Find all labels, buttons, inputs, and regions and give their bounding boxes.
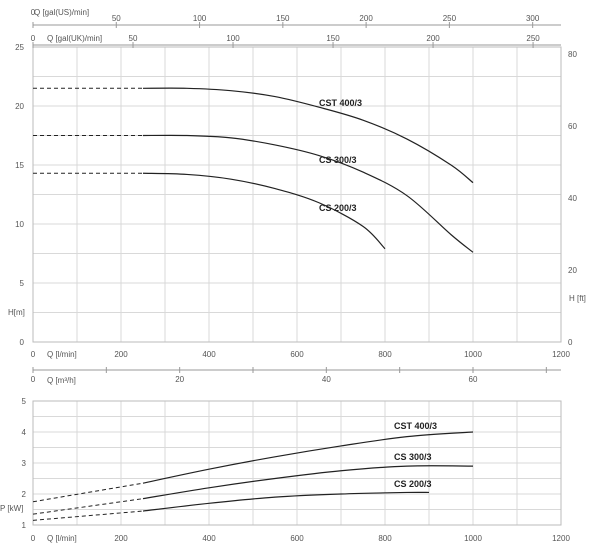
power-y-tick-label: 4 (22, 428, 27, 437)
head-cst-400-3-line (142, 87, 474, 184)
us-gal-tick-label: 150 (276, 14, 290, 23)
uk-gal-tick-label: 150 (326, 34, 340, 43)
head-y2-tick-label: 80 (568, 50, 577, 59)
head-y-tick-label: 20 (15, 102, 24, 111)
power-x-tick-label: 0 (31, 534, 36, 543)
m3h-tick-label: 20 (175, 375, 184, 384)
head-x-tick-label: 800 (378, 350, 392, 359)
uk-gal-tick-label: 0 (31, 34, 36, 43)
power-cs-300-3-line (142, 465, 474, 500)
head-y2-tick-label: 40 (568, 194, 577, 203)
power-y-tick-label: 1 (22, 521, 27, 530)
power-cs-200-3-dashed-extension (32, 510, 144, 521)
head-y-tick-label: 25 (15, 43, 24, 52)
power-cst-400-3-line (142, 431, 474, 484)
head-cs-300-3-line (142, 134, 474, 253)
head-y-tick-label: 5 (20, 279, 25, 288)
power-x-tick-label: 400 (202, 534, 216, 543)
us-gal-tick-label: 200 (359, 14, 373, 23)
power-label-cs-200-3: CS 200/3 (394, 479, 432, 489)
m3h-tick-label: 40 (322, 375, 331, 384)
uk-gal-tick-label: 200 (426, 34, 440, 43)
head-y-left-axis-label: H[m] (8, 308, 25, 317)
head-x-tick-label: 600 (290, 350, 304, 359)
head-flow-us-axis-label: Q [gal(US)/min] (34, 8, 89, 17)
power-flow-lmin-axis-label: Q [l/min] (47, 534, 77, 543)
power-x-tick-label: 800 (378, 534, 392, 543)
power-curve-plot: 0 20 40 60 1 2 3 4 5 200 400 600 800 1000 1200 0 CST 400… (22, 367, 570, 543)
head-y2-tick-label: 20 (568, 266, 577, 275)
head-x-tick-label: 1200 (552, 350, 570, 359)
power-cst-400-3-dashed-extension (32, 482, 144, 503)
power-x-tick-label: 200 (114, 534, 128, 543)
m3h-tick-label: 60 (469, 375, 478, 384)
power-label-cs-300-3: CS 300/3 (394, 452, 432, 462)
power-x-tick-label: 1000 (464, 534, 482, 543)
us-gal-tick-label: 100 (193, 14, 207, 23)
head-cs-200-3-line (142, 172, 386, 250)
power-flow-m3h-axis-label: Q [m³/h] (47, 376, 76, 385)
power-y-tick-label: 2 (22, 490, 27, 499)
head-y-tick-label: 15 (15, 161, 24, 170)
power-cs-300-3-dashed-extension (32, 498, 144, 515)
us-gal-tick-label: 300 (526, 14, 540, 23)
power-plot-frame (32, 400, 562, 526)
power-y-left-axis-label: P [kW] (0, 504, 23, 513)
head-flow-uk-axis-label: Q [gal(UK)/min] (47, 34, 102, 43)
power-y-tick-label: 5 (22, 397, 27, 406)
head-y2-tick-label: 60 (568, 122, 577, 131)
head-label-cs-200-3: CS 200/3 (319, 203, 357, 213)
us-gal-tick-label: 50 (112, 14, 121, 23)
head-y-right-axis-label: H [ft] (569, 294, 586, 303)
power-x-tick-label: 600 (290, 534, 304, 543)
head-x-tick-label: 1000 (464, 350, 482, 359)
head-label-cs-300-3: CS 300/3 (319, 155, 357, 165)
head-y2-tick-label: 0 (568, 338, 573, 347)
power-x-tick-label: 1200 (552, 534, 570, 543)
uk-gal-tick-label: 50 (129, 34, 138, 43)
power-y-tick-label: 3 (22, 459, 27, 468)
head-x-tick-label: 400 (202, 350, 216, 359)
us-gal-tick-label: 0 (31, 8, 36, 17)
power-cs-200-3-line (142, 491, 430, 512)
head-x-tick-label: 200 (114, 350, 128, 359)
head-x-tick-label: 0 (31, 350, 36, 359)
head-plot-frame (32, 46, 562, 343)
m3h-tick-label: 0 (31, 375, 36, 384)
head-y-tick-label: 10 (15, 220, 24, 229)
us-gal-tick-label: 250 (443, 14, 457, 23)
power-label-cst-400-3: CST 400/3 (394, 421, 437, 431)
head-flow-lmin-axis-label: Q [l/min] (47, 350, 77, 359)
uk-gal-tick-label: 100 (226, 34, 240, 43)
head-label-cst-400-3: CST 400/3 (319, 98, 362, 108)
head-y-tick-label: 0 (20, 338, 25, 347)
uk-gal-tick-label: 250 (526, 34, 540, 43)
